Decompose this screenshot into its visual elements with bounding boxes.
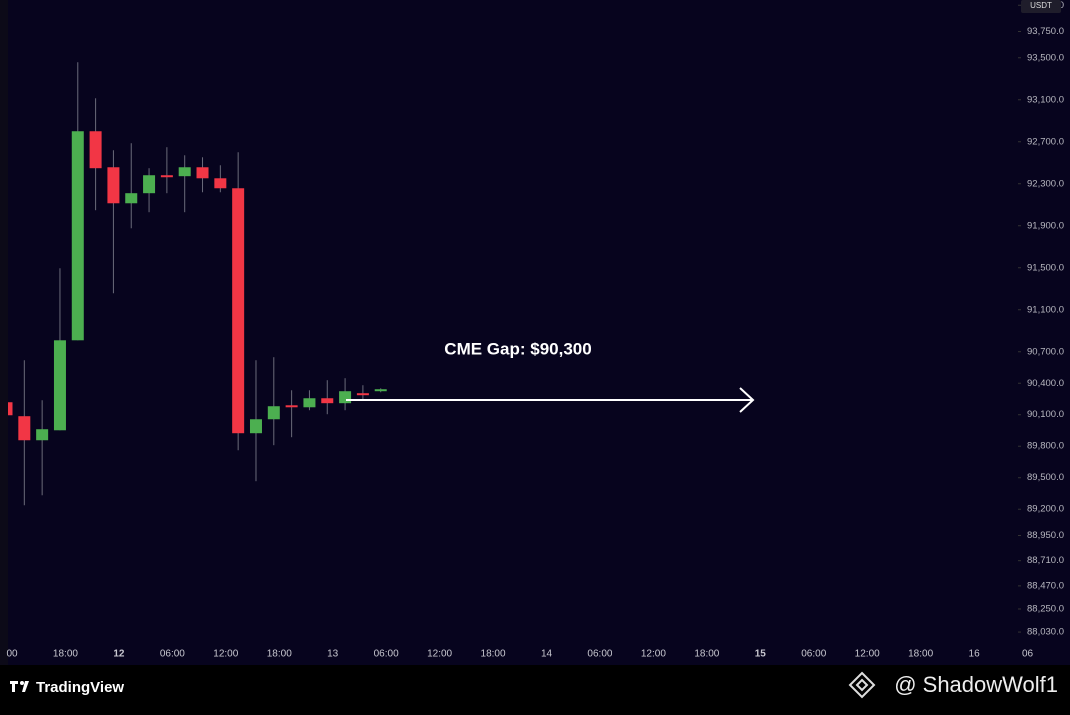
x-tick-label: 12:00 — [855, 649, 880, 660]
candle-body — [196, 167, 209, 179]
x-tick-label: 15 — [755, 649, 767, 660]
x-tick-label: 06:00 — [801, 649, 826, 660]
candle-body — [36, 429, 49, 441]
plot-area — [8, 62, 387, 506]
annotation: CME Gap: $90,300 — [444, 339, 591, 358]
candle-body — [232, 188, 245, 434]
y-tick-label: 89,800.0 — [1027, 441, 1064, 452]
arrow-head — [739, 387, 755, 413]
logo-dot — [20, 681, 24, 685]
x-axis: 00 18:00 12 06:00 12:00 18:00 13 06:00 12:00 18:0… — [6, 649, 1033, 660]
x-tick-label: 18:00 — [267, 649, 292, 660]
candle-body — [285, 405, 298, 408]
x-tick-label: 16 — [969, 649, 981, 660]
candle-body — [8, 402, 13, 416]
candle-body — [214, 178, 227, 189]
diamond-inner — [855, 678, 869, 692]
candle-body — [160, 175, 173, 178]
y-tick-label: 91,100.0 — [1027, 304, 1064, 315]
x-tick-label: 18:00 — [53, 649, 78, 660]
diamond — [848, 671, 876, 699]
y-tick-label: 89,200.0 — [1027, 504, 1064, 515]
candle-body — [71, 131, 84, 341]
y-tick-label: 91,500.0 — [1027, 262, 1064, 273]
y-tick-label: 90,100.0 — [1027, 409, 1064, 420]
watermark: @ ShadowWolf1 — [894, 672, 1058, 697]
x-tick-label: 06:00 — [374, 649, 399, 660]
y-tick-label: 92,300.0 — [1027, 178, 1064, 189]
candle-body — [356, 393, 369, 396]
y-tick-label: 91,900.0 — [1027, 220, 1064, 231]
x-tick-label: 00 — [6, 649, 18, 660]
candle-body — [267, 406, 280, 420]
x-tick-label: 12:00 — [213, 649, 238, 660]
y-tick-label: 88,470.0 — [1027, 580, 1064, 591]
x-tick-label: 06 — [1022, 649, 1034, 660]
currency-badge — [1021, 0, 1061, 13]
logo-mark — [10, 681, 18, 692]
x-tick-label: 06:00 — [160, 649, 185, 660]
arrow — [346, 387, 755, 413]
candle-body — [107, 167, 120, 204]
footer-bar — [0, 665, 1070, 710]
candle-body — [321, 398, 334, 404]
y-tick-label: 88,030.0 — [1027, 627, 1064, 638]
y-tick-label: 92,700.0 — [1027, 136, 1064, 147]
y-tick-label: 88,250.0 — [1027, 603, 1064, 614]
candle-body — [53, 340, 66, 431]
chart-background — [0, 0, 1070, 665]
watermark-icon — [848, 671, 876, 699]
y-tick-label: 93,500.0 — [1027, 52, 1064, 63]
brand-logo — [10, 681, 29, 692]
brand-name: TradingView — [36, 679, 124, 696]
x-tick-label: 14 — [541, 649, 553, 660]
currency-label: USDT — [1030, 1, 1052, 10]
y-tick-label: 93,750.0 — [1027, 26, 1064, 37]
logo-mark — [22, 681, 29, 692]
x-tick-label: 13 — [327, 649, 339, 660]
candle-body — [249, 419, 262, 434]
y-tick-label: 90,400.0 — [1027, 378, 1064, 389]
candle-body — [303, 398, 316, 408]
candle-body — [89, 131, 102, 169]
y-tick-label: 93,100.0 — [1027, 94, 1064, 105]
candle-body — [143, 175, 156, 194]
candle-body — [125, 193, 138, 204]
x-tick-label: 18:00 — [481, 649, 506, 660]
candle-body — [178, 167, 191, 177]
x-tick-label: 18:00 — [908, 649, 933, 660]
candle-body — [374, 389, 387, 392]
y-tick-label: 88,710.0 — [1027, 555, 1064, 566]
y-tick-label: 88,950.0 — [1027, 530, 1064, 541]
y-tick-label: 89,500.0 — [1027, 472, 1064, 483]
candle-body — [18, 416, 31, 441]
x-tick-label: 12:00 — [641, 649, 666, 660]
left-edge — [0, 0, 8, 665]
x-tick-label: 06:00 — [587, 649, 612, 660]
x-tick-label: 18:00 — [694, 649, 719, 660]
x-tick-label: 12:00 — [427, 649, 452, 660]
candle-body — [339, 391, 352, 404]
x-tick-label: 12 — [113, 649, 125, 660]
y-tick-label: 90,700.0 — [1027, 346, 1064, 357]
